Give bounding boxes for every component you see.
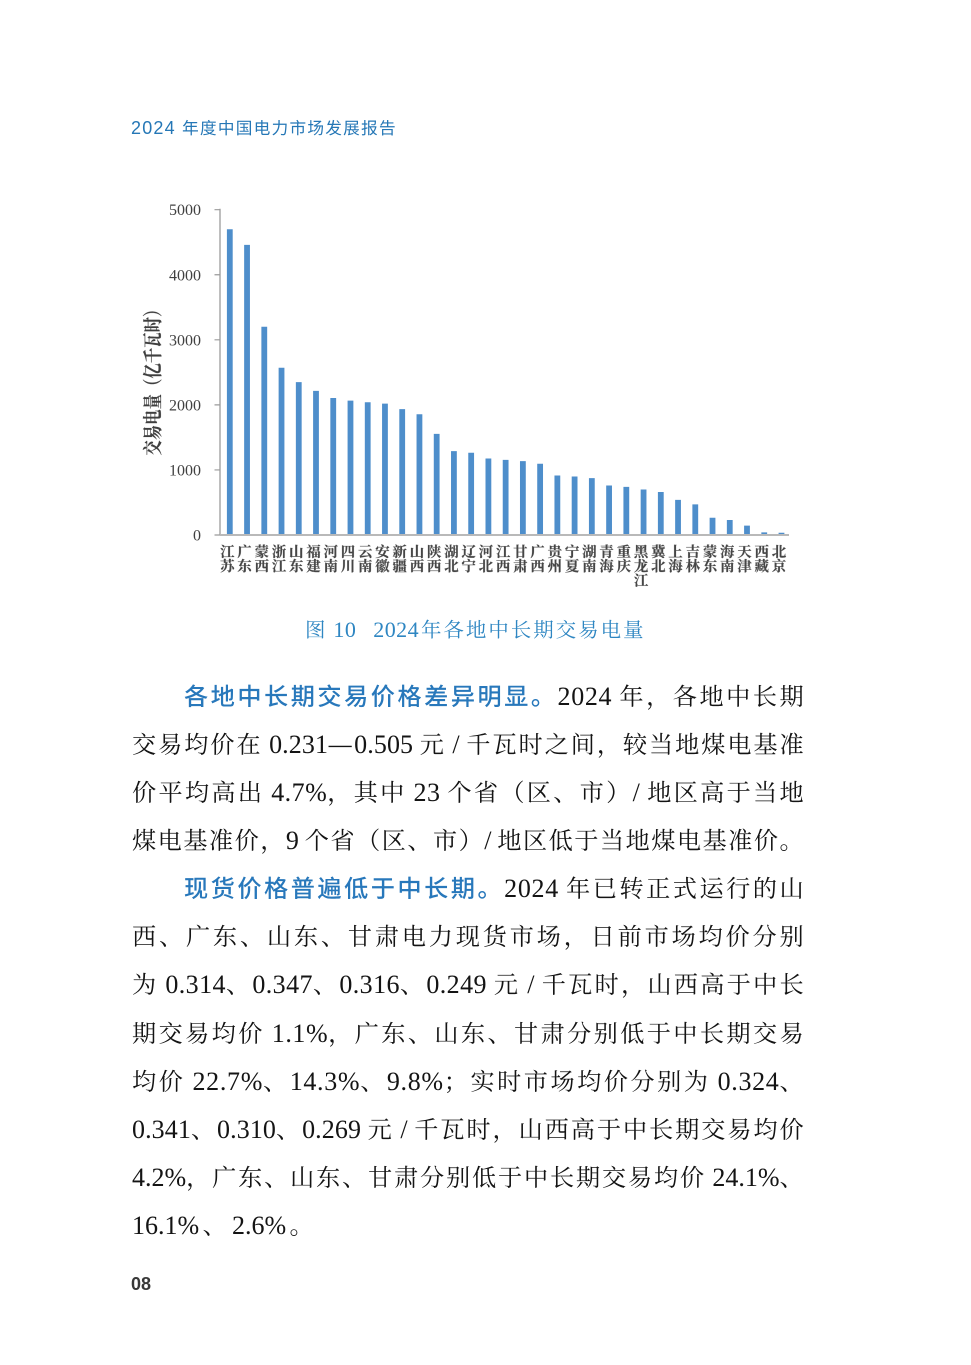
svg-text:0.269: 0.269 — [302, 1115, 361, 1144]
svg-text:9.8%: 9.8% — [387, 1067, 444, 1096]
svg-text:10: 10 — [333, 617, 356, 642]
svg-text:2024: 2024 — [131, 118, 176, 138]
svg-text:22.7%: 22.7% — [192, 1067, 263, 1096]
svg-text:0.324: 0.324 — [717, 1067, 779, 1096]
svg-text:2.6%: 2.6% — [232, 1211, 286, 1240]
svg-text:1000: 1000 — [169, 462, 201, 479]
svg-text:0: 0 — [193, 528, 201, 545]
svg-text:0.347: 0.347 — [252, 970, 313, 999]
svg-text:0.505: 0.505 — [354, 730, 413, 759]
svg-text:24.1%: 24.1% — [712, 1163, 779, 1192]
svg-text:4.2%: 4.2% — [132, 1163, 186, 1192]
svg-text:2024: 2024 — [373, 617, 419, 642]
svg-text:/: / — [452, 730, 460, 759]
svg-text:0.249: 0.249 — [426, 970, 487, 999]
svg-text:0.231: 0.231 — [269, 730, 328, 759]
svg-text:/: / — [632, 778, 640, 807]
svg-text:0.314: 0.314 — [165, 970, 226, 999]
svg-text:08: 08 — [131, 1274, 151, 1294]
svg-text:4.7%: 4.7% — [271, 778, 327, 807]
svg-text:9: 9 — [286, 826, 299, 855]
svg-text:14.3%: 14.3% — [290, 1067, 361, 1096]
svg-text:0.310: 0.310 — [217, 1115, 276, 1144]
svg-text:1.1%: 1.1% — [272, 1019, 328, 1048]
svg-text:/: / — [400, 1115, 408, 1144]
svg-text:/: / — [484, 826, 492, 855]
svg-text:/: / — [527, 970, 535, 999]
svg-text:16.1%: 16.1% — [132, 1211, 199, 1240]
svg-text:0.316: 0.316 — [339, 970, 400, 999]
svg-text:2000: 2000 — [169, 397, 201, 414]
svg-text:23: 23 — [413, 778, 440, 807]
svg-text:2024: 2024 — [504, 874, 559, 903]
svg-text:5000: 5000 — [169, 202, 201, 219]
svg-text:2024: 2024 — [557, 682, 612, 711]
svg-text:0.341: 0.341 — [132, 1115, 191, 1144]
svg-text:3000: 3000 — [169, 332, 201, 349]
svg-text:4000: 4000 — [169, 267, 201, 284]
